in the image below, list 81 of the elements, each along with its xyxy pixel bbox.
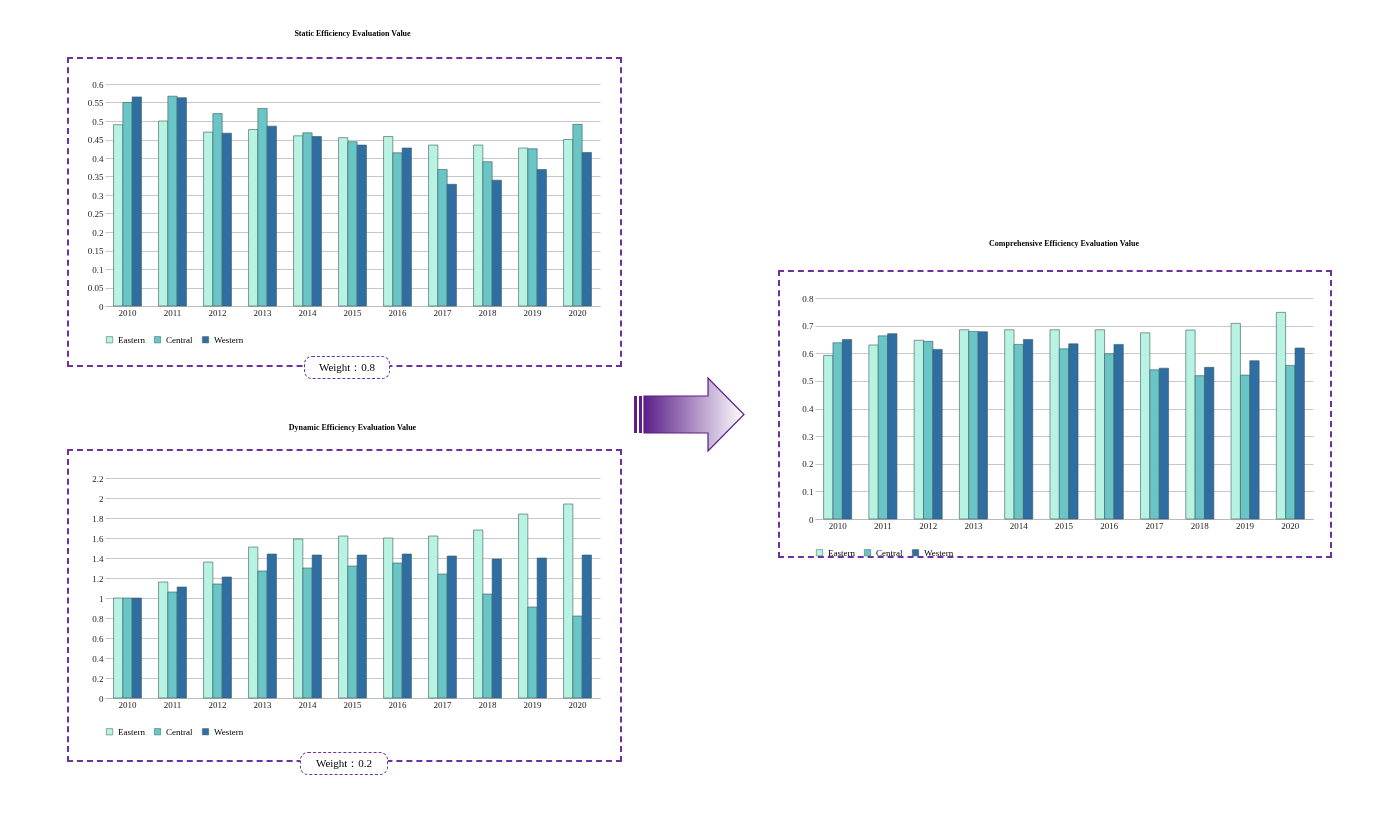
x-tick-label: 2014 (1009, 520, 1029, 531)
chart-title: Static Efficiency Evaluation Value (294, 29, 412, 38)
x-tick-label: 2010 (828, 520, 848, 531)
x-tick-label: 2018 (478, 699, 497, 710)
legend-label: Eastern (828, 547, 856, 558)
x-tick-label: 2020 (1281, 520, 1300, 531)
x-tick-label: 2017 (1145, 520, 1165, 531)
x-tick-label: 2017 (433, 307, 452, 318)
text: Weight：0.8 (304, 356, 390, 379)
y-tick-label: 0.8 (802, 293, 814, 304)
y-tick-label: 0.3 (802, 431, 814, 442)
y-tick-label: 2.2 (92, 473, 104, 484)
x-tick-label: 2020 (568, 699, 587, 710)
x-tick-label: 2018 (1190, 520, 1210, 531)
y-tick-label: 0.1 (92, 264, 104, 275)
y-tick-label: 0.7 (802, 321, 814, 332)
x-tick-label: 2017 (433, 699, 452, 710)
legend-label: Central (166, 334, 193, 345)
y-tick-label: 0 (99, 693, 104, 704)
legend-label: Western (214, 334, 244, 345)
x-tick-label: 2015 (343, 307, 362, 318)
y-tick-label: 0.2 (92, 227, 104, 238)
x-tick-label: 2010 (118, 307, 137, 318)
x-tick-label: 2010 (118, 699, 137, 710)
x-tick-label: 2019 (523, 307, 542, 318)
x-tick-label: 2011 (163, 699, 182, 710)
y-tick-label: 0.05 (87, 283, 104, 293)
y-tick-label: 0.1 (802, 486, 814, 497)
legend-label: Western (214, 726, 244, 737)
legend-label: Eastern (118, 726, 146, 737)
legend-label: Central (876, 547, 903, 558)
y-tick-label: 0.2 (802, 459, 814, 470)
x-tick-label: 2019 (523, 699, 542, 710)
x-tick-label: 2013 (964, 520, 983, 531)
y-tick-label: 0.5 (802, 376, 814, 387)
legend-label: Western (924, 547, 954, 558)
x-tick-label: 2011 (874, 520, 892, 531)
x-tick-label: 2013 (253, 699, 272, 710)
x-tick-label: 2015 (1055, 520, 1074, 531)
x-tick-label: 2015 (343, 699, 362, 710)
y-tick-label: 0.6 (92, 79, 104, 90)
x-tick-label: 2018 (478, 307, 497, 318)
y-tick-label: 0.35 (87, 172, 104, 182)
y-tick-label: 0.4 (92, 153, 104, 164)
y-tick-label: 1.6 (92, 533, 104, 544)
x-tick-label: 2014 (298, 699, 317, 710)
x-tick-label: 2013 (253, 307, 272, 318)
y-tick-label: 1.2 (92, 573, 104, 584)
x-tick-label: 2016 (388, 307, 407, 318)
y-tick-label: 0.4 (802, 404, 814, 414)
x-tick-label: 2019 (1236, 520, 1255, 531)
y-tick-label: 0.2 (92, 673, 104, 684)
legend-label: Eastern (118, 334, 146, 345)
x-tick-label: 2012 (208, 699, 227, 710)
y-tick-label: 2 (99, 493, 104, 504)
x-tick-label: 2014 (298, 307, 317, 318)
y-tick-label: 0.6 (92, 633, 104, 644)
y-tick-label: 1 (99, 593, 104, 604)
y-tick-label: 0.45 (87, 135, 104, 145)
y-tick-label: 0.55 (87, 98, 104, 108)
y-tick-label: 0.5 (92, 116, 104, 127)
x-tick-label: 2011 (163, 307, 182, 318)
y-tick-label: 0.15 (87, 246, 104, 256)
legend-label: Central (166, 726, 193, 737)
y-tick-label: 0 (809, 514, 814, 525)
y-tick-label: 0.8 (92, 613, 104, 624)
chart-title: Comprehensive Efficiency Evaluation Value (989, 239, 1140, 248)
y-tick-label: 0.6 (802, 348, 814, 359)
chart-title: Dynamic Efficiency Evaluation Value (288, 423, 417, 432)
text: Weight：0.2 (300, 752, 388, 775)
y-tick-label: 0.25 (87, 209, 104, 219)
x-tick-label: 2012 (208, 307, 227, 318)
y-tick-label: 0.4 (92, 653, 104, 664)
x-tick-label: 2016 (1100, 520, 1119, 531)
y-tick-label: 1.8 (92, 513, 104, 524)
x-tick-label: 2016 (388, 699, 407, 710)
x-tick-label: 2020 (568, 307, 587, 318)
y-tick-label: 0.3 (92, 190, 104, 201)
y-tick-label: 0 (99, 301, 104, 312)
x-tick-label: 2012 (919, 520, 938, 531)
y-tick-label: 1.4 (92, 553, 104, 564)
